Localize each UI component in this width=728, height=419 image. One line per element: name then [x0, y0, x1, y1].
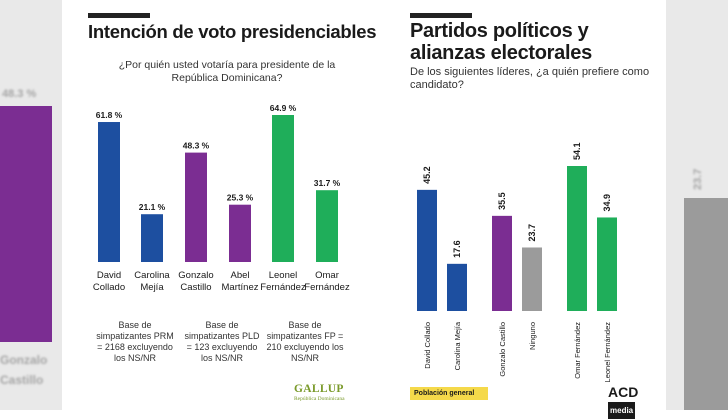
right-chart-subtitle: De los siguientes líderes, ¿a quién pref…: [410, 66, 650, 91]
acd-logo-text: ACD: [608, 384, 639, 400]
bar-value-label: 21.1 %: [139, 202, 166, 212]
category-label: Carolina: [134, 270, 170, 281]
category-label: David: [97, 270, 121, 281]
bar-ninguno: [522, 247, 542, 311]
base-note-fp: Base de simpatizantes FP = 210 excluyend…: [266, 320, 344, 363]
category-label: Ninguno: [528, 322, 537, 350]
left-chart-panel: Intención de voto presidenciables ¿Por q…: [62, 0, 377, 410]
bar-value-label: 17.6: [452, 240, 462, 258]
gallup-logo-sub: República Dominicana: [294, 396, 345, 402]
bar-gonzalo-castillo: [185, 152, 207, 262]
background-right-value: 23.7: [692, 168, 704, 190]
bar-value-label: 61.8 %: [96, 110, 123, 120]
left-chart-title: Intención de voto presidenciables: [88, 21, 377, 42]
population-badge: Población general: [410, 387, 488, 400]
left-chart-question: ¿Por quién usted votaría para presidente…: [118, 59, 336, 84]
bar-value-label: 35.5: [497, 192, 507, 210]
background-left-label: Gonzalo Castillo: [0, 353, 48, 387]
base-note-pld: Base de simpatizantes PLD = 123 excluyen…: [184, 320, 260, 363]
title-rule: [88, 13, 150, 18]
bar-value-label: 64.9 %: [270, 103, 297, 113]
gallup-logo: GALLUP: [294, 383, 344, 395]
category-label: Collado: [93, 282, 125, 293]
bar-value-label: 48.3 %: [183, 141, 210, 151]
category-label: Mejía: [140, 282, 164, 293]
category-label: Leonel Fernández: [603, 322, 612, 383]
base-note-prm: Base de simpatizantes PRM = 2168 excluye…: [96, 320, 174, 363]
acd-media-logo: ACD media: [608, 384, 666, 419]
category-label: Leonel: [269, 270, 298, 281]
bar-david-collado: [417, 189, 437, 311]
category-label: Omar Fernández: [573, 322, 582, 379]
bar-value-label: 34.9: [602, 194, 612, 212]
bar-value-label: 45.2: [422, 166, 432, 184]
bar-omar-fernández: [316, 190, 338, 262]
category-label: Gonzalo: [178, 270, 213, 281]
category-label: Fernández: [260, 282, 306, 293]
background-right-edge: 23.7: [666, 0, 728, 410]
bar-value-label: 54.1: [572, 142, 582, 160]
bar-value-label: 25.3 %: [227, 193, 254, 203]
bar-abel-martínez: [229, 204, 251, 262]
right-chart-title: Partidos políticos y alianzas electorale…: [410, 20, 592, 64]
bar-carolina-mejía: [141, 214, 163, 262]
acd-logo-suffix: media: [608, 401, 636, 419]
bar-value-label: 23.7: [527, 224, 537, 242]
right-chart-panel: Partidos políticos y alianzas electorale…: [390, 0, 666, 419]
category-label: Omar: [315, 270, 339, 281]
bar-value-label: 31.7 %: [314, 178, 341, 188]
category-label: Gonzalo Castillo: [498, 322, 507, 377]
title-rule: [410, 13, 472, 18]
background-right-bar: [684, 198, 728, 410]
category-label: Abel: [230, 270, 249, 281]
bar-omar-fernández: [567, 166, 587, 311]
right-bar-chart: 45.2 David Collado 17.6 Carolina Mejía 35.5 G…: [417, 142, 617, 383]
bar-gonzalo-castillo: [492, 215, 512, 311]
background-left-value: 48.3 %: [2, 88, 37, 100]
bar-leonel-fernández: [272, 115, 294, 262]
category-label: Carolina Mejía: [453, 321, 462, 370]
category-label: Castillo: [180, 282, 211, 293]
background-left-edge: 48.3 % Gonzalo Castillo: [0, 0, 62, 410]
bar-carolina-mejía: [447, 263, 467, 311]
bar-david-collado: [98, 122, 120, 262]
category-label: Martínez: [222, 282, 259, 293]
bar-leonel-fernández: [597, 217, 617, 311]
category-label: David Collado: [423, 322, 432, 369]
category-label: Fernández: [304, 282, 350, 293]
background-left-bar: [0, 106, 52, 342]
